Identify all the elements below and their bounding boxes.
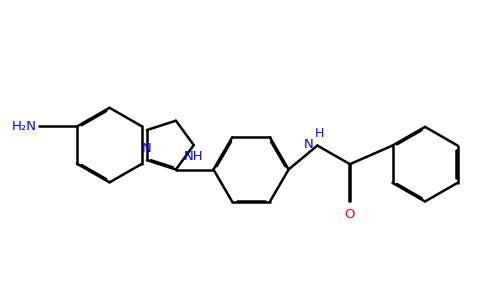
Text: NH: NH xyxy=(184,150,204,163)
Text: H₂N: H₂N xyxy=(12,120,36,133)
Text: H: H xyxy=(315,127,324,140)
Text: N: N xyxy=(142,142,152,155)
Text: N: N xyxy=(303,138,314,151)
Text: O: O xyxy=(345,208,355,221)
